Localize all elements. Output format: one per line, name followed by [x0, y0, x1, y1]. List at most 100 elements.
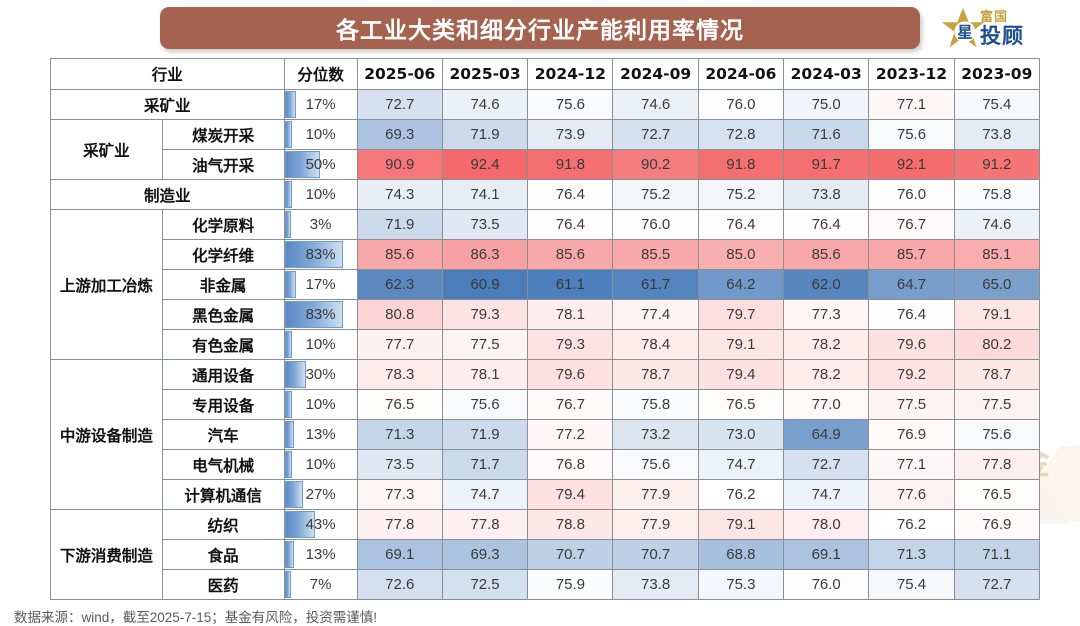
value-cell: 75.6 — [868, 119, 955, 150]
percentile-cell: 17% — [283, 89, 358, 120]
value-cell: 79.3 — [441, 299, 529, 330]
value-cell: 75.6 — [612, 449, 699, 480]
value-cell: 71.9 — [441, 419, 529, 450]
value-cell: 76.8 — [527, 449, 614, 480]
value-cell: 71.3 — [356, 419, 443, 450]
value-cell: 76.0 — [612, 209, 699, 240]
value-cell: 78.7 — [612, 359, 699, 390]
column-header-period: 2023-09 — [953, 58, 1041, 90]
row-label-sub-industry: 有色金属 — [161, 329, 285, 360]
value-cell: 76.4 — [527, 209, 614, 240]
percentile-cell: 50% — [283, 149, 358, 180]
value-cell: 76.4 — [697, 209, 785, 240]
value-cell: 75.9 — [527, 569, 614, 600]
table-row: 中游设备制造 通用设备 30% 78.3 78.1 79.6 78.7 79.4 78.2 79.… — [50, 359, 1041, 510]
row-label-sub-industry: 非金属 — [161, 269, 285, 300]
value-cell: 76.2 — [868, 509, 955, 540]
value-cell: 78.2 — [783, 329, 870, 360]
percentile-cell: 10% — [283, 449, 358, 480]
value-cell: 72.7 — [612, 119, 699, 150]
column-header-industry: 行业 — [50, 58, 285, 90]
value-cell: 78.7 — [953, 359, 1041, 390]
table-row: 汽车 13% 71.3 71.9 77.2 73.2 73.0 64.9 76.9 75.6 — [51, 419, 1041, 450]
value-cell: 74.6 — [441, 89, 529, 120]
value-cell: 77.5 — [441, 329, 529, 360]
value-cell: 91.7 — [783, 149, 870, 180]
value-cell: 77.7 — [356, 329, 443, 360]
value-cell: 79.1 — [697, 329, 785, 360]
value-cell: 79.4 — [527, 479, 614, 510]
table-head: 行业 分位数 2025-06 2025-03 2024-12 2024-09 2024-… — [50, 58, 1041, 90]
value-cell: 79.1 — [697, 509, 785, 540]
percentile-data-bar — [285, 211, 291, 238]
value-cell: 69.3 — [441, 539, 529, 570]
value-cell: 69.1 — [356, 539, 443, 570]
percentile-cell: 3% — [283, 209, 358, 240]
value-cell: 76.0 — [868, 179, 955, 210]
percentile-cell: 10% — [283, 329, 358, 360]
row-label-sub-industry: 煤炭开采 — [161, 119, 285, 150]
value-cell: 76.0 — [783, 569, 870, 600]
column-header-period: 2025-03 — [441, 58, 529, 90]
percentile-value: 10% — [305, 336, 336, 353]
row-label-group: 上游加工冶炼 — [50, 209, 163, 360]
value-cell: 75.6 — [527, 89, 614, 120]
percentile-cell: 7% — [283, 569, 358, 600]
table-row: 下游消费制造 纺织 43% 77.8 77.8 78.8 77.9 79.1 78.0 76.2 7… — [50, 509, 1041, 600]
value-cell: 80.8 — [356, 299, 443, 330]
row-label-group: 中游设备制造 — [50, 359, 163, 510]
value-cell: 74.7 — [697, 449, 785, 480]
value-cell: 75.8 — [953, 179, 1041, 210]
value-cell: 77.8 — [441, 509, 529, 540]
percentile-value: 10% — [305, 186, 336, 203]
value-cell: 72.6 — [356, 569, 443, 600]
value-cell: 85.0 — [697, 239, 785, 270]
value-cell: 77.8 — [953, 449, 1041, 480]
table-body: 采矿业 17% 72.7 74.6 75.6 74.6 76.0 75.0 77.1 75.4 采矿… — [50, 89, 1041, 600]
value-cell: 90.9 — [356, 149, 443, 180]
percentile-data-bar — [285, 301, 343, 328]
source-note: 数据来源：wind，截至2025-7-15；基金有风险，投资需谨慎! — [14, 610, 378, 625]
value-cell: 75.8 — [612, 389, 699, 420]
percentile-data-bar — [285, 121, 292, 148]
value-cell: 79.6 — [527, 359, 614, 390]
value-cell: 74.1 — [441, 179, 529, 210]
percentile-value: 13% — [305, 546, 336, 563]
value-cell: 92.4 — [441, 149, 529, 180]
value-cell: 76.9 — [868, 419, 955, 450]
value-cell: 79.7 — [697, 299, 785, 330]
row-label-sub-industry: 食品 — [161, 539, 285, 570]
percentile-cell: 17% — [283, 269, 358, 300]
page-title: 各工业大类和细分行业产能利用率情况 — [336, 18, 744, 44]
value-cell: 78.2 — [783, 359, 870, 390]
percentile-data-bar — [285, 361, 306, 388]
value-cell: 61.1 — [527, 269, 614, 300]
column-header-period: 2024-06 — [697, 58, 785, 90]
percentile-data-bar — [285, 151, 320, 178]
row-label-sub-industry: 专用设备 — [161, 389, 285, 420]
value-cell: 71.6 — [783, 119, 870, 150]
value-cell: 79.2 — [868, 359, 955, 390]
value-cell: 72.5 — [441, 569, 529, 600]
percentile-value: 30% — [305, 366, 336, 383]
value-cell: 76.9 — [953, 509, 1041, 540]
percentile-value: 3% — [309, 216, 332, 233]
column-header-period: 2024-03 — [783, 58, 870, 90]
value-cell: 75.0 — [783, 89, 870, 120]
percentile-value: 17% — [305, 96, 336, 113]
value-cell: 64.2 — [697, 269, 785, 300]
table-row: 电气机械 10% 73.5 71.7 76.8 75.6 74.7 72.7 77.1 77.8 — [51, 449, 1041, 480]
row-label-major-industry: 制造业 — [50, 179, 285, 210]
percentile-cell: 10% — [283, 179, 358, 210]
percentile-data-bar — [285, 481, 304, 508]
value-cell: 73.0 — [697, 419, 785, 450]
value-cell: 64.9 — [783, 419, 870, 450]
row-label-sub-industry: 纺织 — [161, 509, 285, 540]
value-cell: 75.4 — [868, 569, 955, 600]
value-cell: 74.7 — [441, 479, 529, 510]
table-row: 制造业 10% 74.3 74.1 76.4 75.2 75.2 73.8 76.0 75.8 — [50, 179, 1041, 210]
capacity-utilization-table: 行业 分位数 2025-06 2025-03 2024-12 2024-09 2024-… — [50, 58, 1041, 600]
value-cell: 77.3 — [783, 299, 870, 330]
value-cell: 69.1 — [783, 539, 870, 570]
value-cell: 72.7 — [783, 449, 870, 480]
